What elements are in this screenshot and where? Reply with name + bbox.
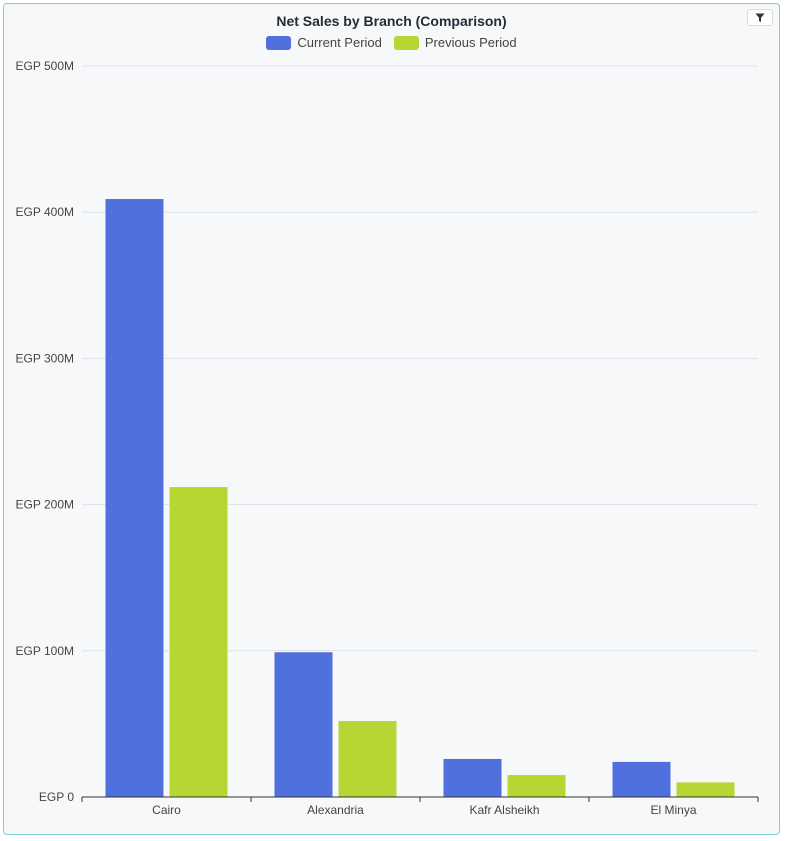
- legend-swatch-current: [266, 35, 292, 50]
- chart-title: Net Sales by Branch (Comparison): [276, 13, 507, 29]
- x-tick-label: Kafr Alsheikh: [469, 803, 539, 817]
- bar-current-1[interactable]: [274, 652, 333, 797]
- y-tick-label: EGP 100M: [16, 644, 74, 658]
- filter-icon: [755, 13, 765, 22]
- y-tick-label: EGP 300M: [16, 351, 74, 365]
- y-tick-label: EGP 200M: [16, 498, 74, 512]
- legend-item-previous[interactable]: Previous Period: [393, 35, 517, 50]
- x-tick-label: Alexandria: [307, 803, 364, 817]
- x-tick-label: Cairo: [152, 803, 181, 817]
- bar-previous-1[interactable]: [338, 720, 397, 797]
- bar-current-3[interactable]: [612, 761, 671, 797]
- bar-current-0[interactable]: [105, 199, 164, 798]
- filter-button[interactable]: [747, 9, 773, 26]
- legend-label-current: Current Period: [297, 35, 382, 50]
- x-tick-label: El Minya: [650, 803, 696, 817]
- bar-previous-3[interactable]: [676, 782, 735, 797]
- bar-previous-2[interactable]: [507, 775, 566, 797]
- y-tick-label: EGP 400M: [16, 205, 74, 219]
- legend-label-previous: Previous Period: [424, 35, 517, 50]
- legend-item-current[interactable]: Current Period: [266, 35, 382, 50]
- legend-swatch-previous: [393, 35, 419, 50]
- y-tick-label: EGP 500M: [16, 59, 74, 73]
- y-tick-label: EGP 0: [39, 790, 74, 804]
- bar-current-2[interactable]: [443, 758, 502, 797]
- bar-previous-0[interactable]: [169, 487, 228, 797]
- legend: Current Period Previous Period: [4, 35, 779, 50]
